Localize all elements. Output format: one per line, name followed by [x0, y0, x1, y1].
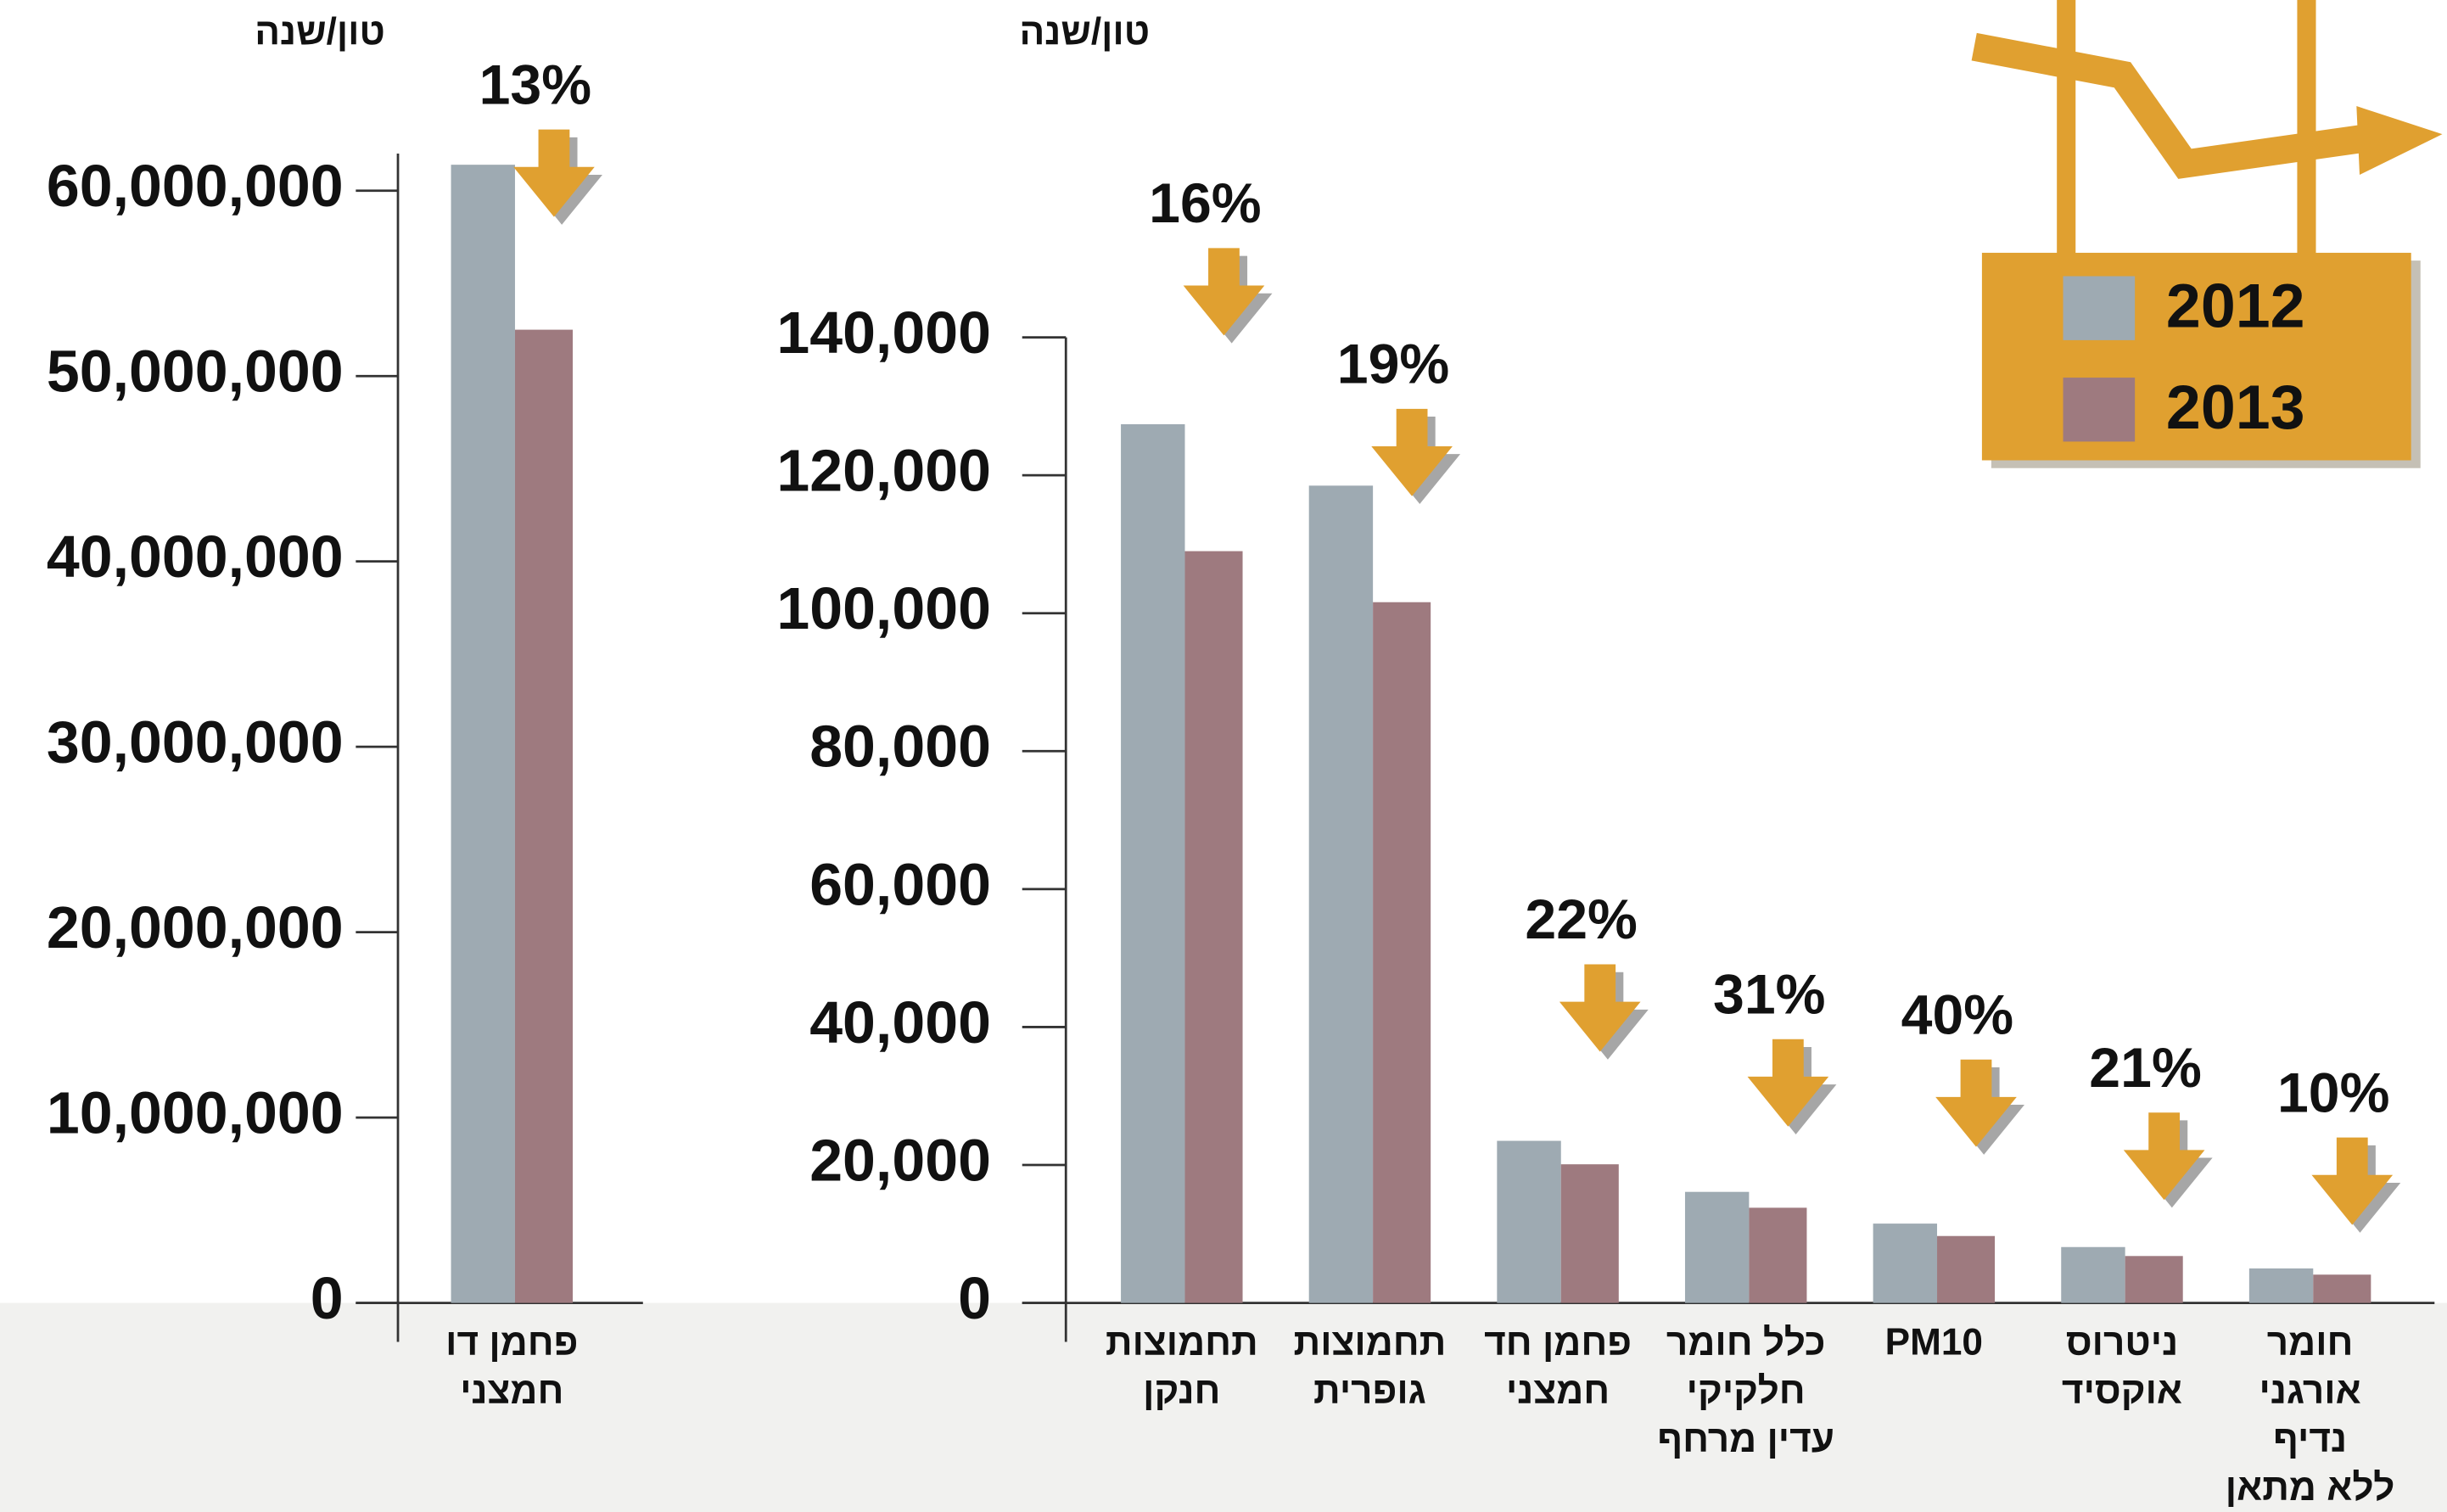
change-label: 13%	[479, 53, 591, 116]
y-tick-label: 140,000	[776, 300, 991, 366]
change-label: 10%	[2277, 1061, 2389, 1124]
x-tick-label: ניטרוס אוקסיד	[2061, 1321, 2183, 1413]
bar	[1873, 1224, 1938, 1303]
bar	[2125, 1256, 2183, 1303]
arrow	[2311, 1137, 2394, 1225]
arrow	[513, 129, 595, 217]
bar	[2061, 1246, 2125, 1303]
y-tick-label: 50,000,000	[47, 339, 344, 405]
change-label: 21%	[2089, 1037, 2201, 1100]
x-tick-label: כלל חומר חלקיקי עדין מרחף	[1657, 1321, 1835, 1461]
change-label: 31%	[1713, 963, 1825, 1026]
x-tick-label: PM10	[1884, 1321, 1983, 1364]
bar	[1749, 1207, 1807, 1303]
y-tick-label: 40,000	[809, 989, 991, 1056]
y-unit-label: טון/שנה	[255, 11, 385, 53]
bar	[514, 329, 574, 1303]
legend-label: 2013	[2166, 372, 2305, 442]
y-tick-label: 30,000,000	[47, 709, 344, 776]
y-tick-label: 100,000	[776, 575, 991, 641]
y-tick-label: 20,000	[809, 1127, 991, 1193]
change-label: 16%	[1149, 172, 1261, 235]
change-label: 40%	[1901, 983, 2013, 1046]
x-tick-label: תחמוצות חנקן	[1105, 1321, 1258, 1413]
y-tick-label: 0	[958, 1265, 991, 1331]
y-tick-label: 60,000,000	[47, 153, 344, 219]
bottom-band	[0, 1302, 2447, 1512]
bar	[2313, 1274, 2371, 1303]
legend-label: 2012	[2166, 270, 2305, 340]
y-tick-label: 0	[311, 1265, 344, 1331]
y-unit-label: טון/שנה	[1019, 11, 1150, 53]
x-tick-label: פחמן דו חמצני	[445, 1321, 579, 1413]
y-tick-label: 120,000	[776, 438, 991, 504]
bar	[1184, 551, 1243, 1303]
arrow	[1559, 964, 1641, 1052]
change-label: 22%	[1525, 888, 1637, 951]
bar	[1560, 1164, 1619, 1303]
y-tick-label: 20,000,000	[47, 894, 344, 960]
legend-decoration	[1971, 0, 2443, 468]
x-tick-label: תחמוצות גופרית	[1293, 1321, 1447, 1413]
y-tick-label: 40,000,000	[47, 524, 344, 590]
x-tick-label: פחמן חד חמצני	[1484, 1321, 1632, 1413]
arrow	[2123, 1112, 2205, 1201]
y-tick-label: 80,000	[809, 714, 991, 780]
bar	[451, 165, 515, 1303]
bar	[2248, 1268, 2314, 1303]
legend-swatch	[2063, 276, 2136, 340]
y-tick-label: 10,000,000	[47, 1080, 344, 1146]
bar	[1308, 485, 1374, 1303]
bar	[1373, 602, 1431, 1303]
legend-swatch	[2063, 378, 2136, 442]
arrow	[1747, 1039, 1829, 1127]
change-label: 19%	[1337, 333, 1449, 395]
arrow	[1935, 1059, 2017, 1147]
arrow	[1371, 408, 1453, 496]
arrow	[1183, 248, 1265, 336]
bar	[1121, 424, 1185, 1303]
bar	[1684, 1191, 1750, 1303]
y-tick-label: 60,000	[809, 851, 991, 917]
x-tick-label: חומר אורגני נדיף ללא מתאן	[2225, 1321, 2395, 1509]
bar	[1937, 1235, 1996, 1303]
bar	[1497, 1140, 1561, 1303]
